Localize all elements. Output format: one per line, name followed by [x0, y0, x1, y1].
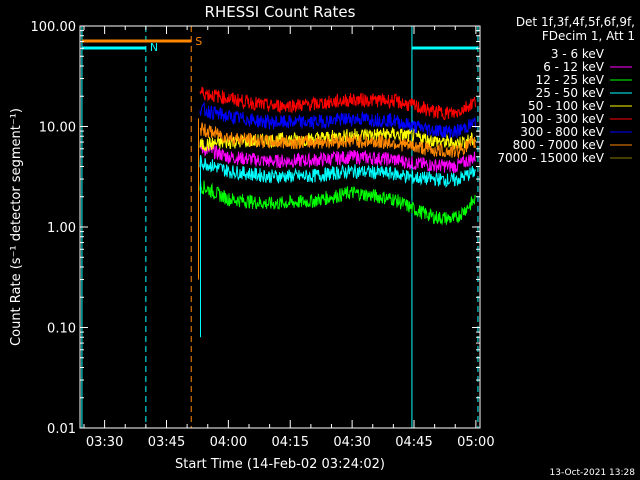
series-line-2: [199, 141, 476, 174]
y-tick-label: 10.00: [39, 121, 76, 136]
series-line-3: [199, 180, 476, 226]
y-axis-label: Count Rate (s⁻¹ detector segment⁻¹): [9, 108, 24, 346]
legend-label: 6 - 12 keV: [543, 60, 605, 74]
x-tick-label: 03:30: [86, 435, 123, 450]
y-tick-label: 0.10: [47, 322, 76, 337]
legend-header-line-2: FDecim 1, Att 1: [542, 29, 635, 43]
y-tick-labels: 0.01 0.10 1.00 10.00 100.00: [31, 20, 77, 437]
legend-label: 50 - 100 keV: [528, 99, 605, 113]
x-tick-label: 05:00: [457, 435, 494, 450]
x-tick-label: 03:45: [148, 435, 185, 450]
y-tick-label: 1.00: [47, 221, 76, 236]
series-line-4: [199, 155, 476, 189]
chart-title: RHESSI Count Rates: [205, 3, 356, 21]
legend-header-line-1: Det 1f,3f,4f,5f,6f,9f,: [516, 15, 635, 29]
legend-label: 25 - 50 keV: [536, 86, 605, 100]
legend-label: 800 - 7000 keV: [513, 138, 605, 152]
x-tick-label: 04:00: [210, 435, 247, 450]
series-line-8: [199, 122, 476, 159]
y-tick-label: 0.01: [47, 422, 76, 437]
footer-date: 13-Oct-2021 13:28: [550, 468, 636, 478]
legend-label: 7000 - 15000 keV: [497, 151, 604, 165]
annotation-label-s: S: [195, 35, 202, 48]
x-tick-label: 04:30: [333, 435, 370, 450]
legend-label: 100 - 300 keV: [520, 112, 604, 126]
series-line-1: [199, 178, 476, 224]
x-tick-label: 04:15: [272, 435, 309, 450]
x-tick-label: 04:45: [395, 435, 432, 450]
x-axis-label: Start Time (14-Feb-02 03:24:02): [175, 457, 385, 472]
legend-label: 3 - 6 keV: [551, 47, 605, 61]
annotation-label-n: N: [150, 41, 158, 54]
y-tick-label: 100.00: [31, 20, 77, 35]
plot-frame: [79, 25, 481, 429]
legend: Det 1f,3f,4f,5f,6f,9f, FDecim 1, Att 1 3…: [497, 15, 635, 165]
series-line-7: [199, 101, 476, 139]
legend-label: 300 - 800 keV: [520, 125, 604, 139]
x-tick-labels: 03:30 03:45 04:00 04:15 04:30 04:45 05:00: [86, 435, 495, 450]
series-line-6: [199, 86, 476, 121]
series-layer: [197, 86, 476, 338]
legend-label: 12 - 25 keV: [536, 73, 605, 87]
axis-ticks: [80, 25, 480, 429]
